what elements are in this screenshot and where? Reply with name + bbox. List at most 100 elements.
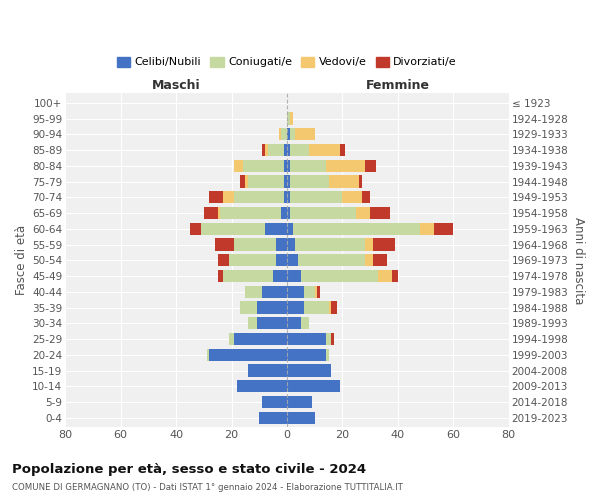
Bar — [287, 348, 326, 361]
Bar — [284, 144, 287, 156]
Bar — [235, 333, 287, 345]
Bar — [362, 191, 370, 203]
Bar — [365, 254, 373, 266]
Bar — [295, 128, 315, 140]
Text: Maschi: Maschi — [152, 79, 200, 92]
Bar — [290, 128, 295, 140]
Bar — [287, 207, 290, 219]
Bar — [290, 160, 326, 172]
Bar — [257, 317, 287, 330]
Text: Femmine: Femmine — [366, 79, 430, 92]
Bar — [209, 191, 223, 203]
Bar — [370, 207, 389, 219]
Bar — [284, 160, 287, 172]
Bar — [331, 302, 337, 314]
Bar — [229, 254, 276, 266]
Bar — [206, 348, 209, 361]
Bar — [284, 191, 287, 203]
Y-axis label: Anni di nascita: Anni di nascita — [572, 216, 585, 304]
Bar — [204, 207, 218, 219]
Bar — [290, 112, 293, 124]
Bar — [298, 254, 365, 266]
Bar — [329, 176, 359, 188]
Bar — [287, 286, 304, 298]
Bar — [287, 112, 290, 124]
Bar — [392, 270, 398, 282]
Bar — [287, 191, 290, 203]
Bar — [237, 380, 287, 392]
Bar — [262, 396, 287, 408]
Bar — [240, 176, 245, 188]
Bar — [359, 176, 362, 188]
Bar — [245, 286, 262, 298]
Bar — [420, 222, 434, 235]
Bar — [287, 412, 315, 424]
Legend: Celibi/Nubili, Coniugati/e, Vedovi/e, Divorziati/e: Celibi/Nubili, Coniugati/e, Vedovi/e, Di… — [113, 52, 461, 72]
Bar — [329, 302, 331, 314]
Bar — [287, 160, 290, 172]
Bar — [287, 238, 295, 250]
Bar — [220, 207, 281, 219]
Bar — [276, 238, 287, 250]
Bar — [287, 333, 326, 345]
Bar — [287, 317, 301, 330]
Bar — [281, 128, 287, 140]
Bar — [326, 160, 365, 172]
Bar — [287, 302, 304, 314]
Bar — [373, 238, 395, 250]
Bar — [290, 191, 343, 203]
Bar — [223, 270, 273, 282]
Bar — [287, 222, 293, 235]
Bar — [259, 412, 287, 424]
Bar — [340, 144, 345, 156]
Bar — [190, 222, 201, 235]
Bar — [248, 176, 284, 188]
Bar — [326, 333, 331, 345]
Bar — [268, 144, 284, 156]
Bar — [293, 222, 420, 235]
Bar — [235, 191, 284, 203]
Bar — [262, 144, 265, 156]
Bar — [290, 176, 329, 188]
Bar — [343, 191, 362, 203]
Bar — [223, 191, 235, 203]
Bar — [315, 286, 317, 298]
Bar — [278, 128, 281, 140]
Bar — [218, 254, 229, 266]
Bar — [287, 364, 331, 376]
Bar — [218, 270, 223, 282]
Bar — [245, 176, 248, 188]
Bar — [365, 160, 376, 172]
Bar — [242, 160, 284, 172]
Bar — [356, 207, 370, 219]
Bar — [304, 302, 329, 314]
Bar — [365, 238, 373, 250]
Bar — [218, 207, 220, 219]
Bar — [301, 270, 379, 282]
Bar — [248, 364, 287, 376]
Bar — [301, 317, 309, 330]
Bar — [287, 270, 301, 282]
Bar — [287, 254, 298, 266]
Bar — [317, 286, 320, 298]
Bar — [379, 270, 392, 282]
Bar — [284, 176, 287, 188]
Bar — [373, 254, 387, 266]
Text: Popolazione per età, sesso e stato civile - 2024: Popolazione per età, sesso e stato civil… — [12, 462, 366, 475]
Bar — [434, 222, 454, 235]
Bar — [229, 333, 235, 345]
Bar — [235, 238, 276, 250]
Bar — [257, 302, 287, 314]
Bar — [235, 160, 242, 172]
Bar — [248, 317, 257, 330]
Bar — [273, 270, 287, 282]
Bar — [240, 302, 257, 314]
Y-axis label: Fasce di età: Fasce di età — [15, 225, 28, 296]
Bar — [265, 144, 268, 156]
Bar — [287, 128, 290, 140]
Bar — [326, 348, 329, 361]
Bar — [290, 144, 309, 156]
Bar — [276, 254, 287, 266]
Bar — [287, 380, 340, 392]
Bar — [287, 176, 290, 188]
